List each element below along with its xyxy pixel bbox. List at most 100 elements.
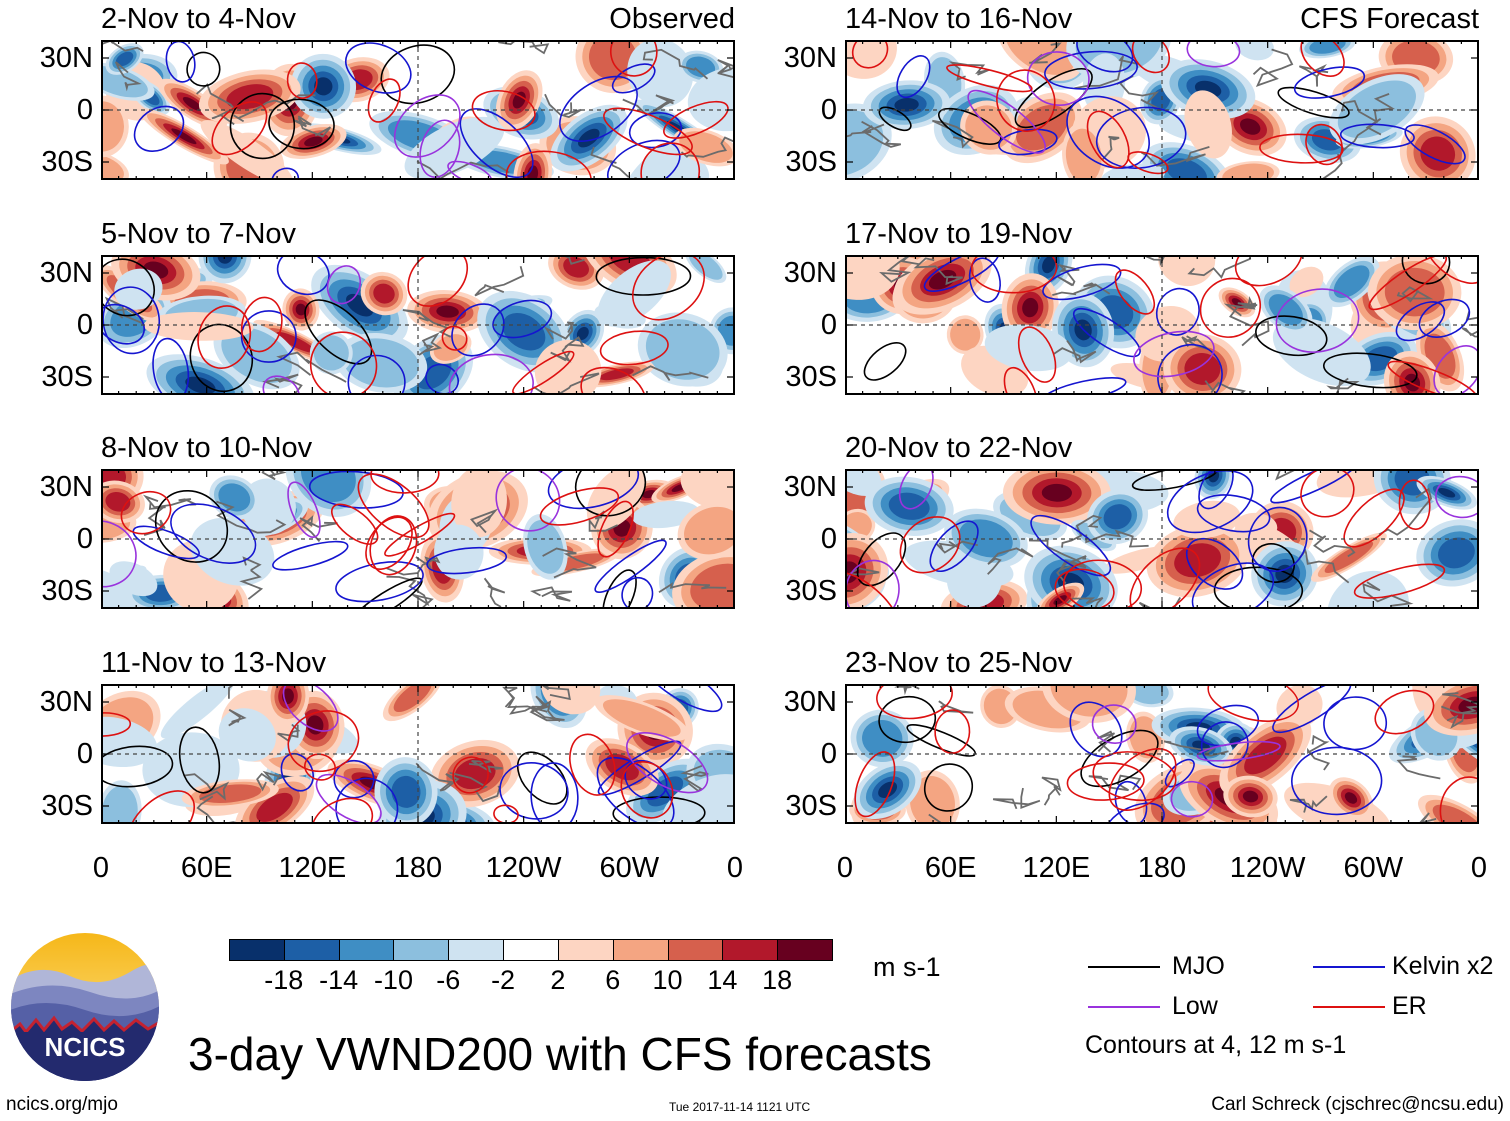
wave-contour [923, 763, 974, 812]
anomaly-shade [182, 96, 203, 112]
coastline [386, 575, 434, 609]
coastline [542, 547, 597, 579]
y-tick-label: 0 [76, 738, 93, 770]
wave-contour [640, 142, 701, 180]
wave-contour [1066, 762, 1145, 801]
anomaly-shade [684, 506, 735, 555]
anomaly-shade [1324, 541, 1374, 573]
y-tick-label: 30N [783, 471, 837, 503]
y-tick-label: 30N [783, 686, 837, 718]
wave-contour [923, 255, 1000, 292]
x-tick-label: 180 [393, 852, 443, 884]
coastline [1088, 774, 1142, 792]
anomaly-shade [928, 269, 957, 290]
wave-contour [240, 310, 297, 363]
colorbar-swatch [777, 939, 833, 961]
wave-contour [1293, 66, 1366, 99]
y-tick-label: 30N [39, 686, 93, 718]
anomaly-shade [950, 318, 981, 351]
wave-contour [1131, 40, 1171, 74]
wave-contour [447, 160, 493, 180]
wave-contour [229, 92, 296, 160]
colorbar-swatch [338, 939, 395, 961]
wave-contour [1305, 123, 1343, 166]
wave-contour [407, 255, 469, 307]
coastline [299, 515, 338, 543]
anomaly-shade [1242, 790, 1259, 803]
panel-title: 17-Nov to 19-Nov [845, 218, 1073, 250]
coastline [1140, 146, 1210, 167]
wave-contour [441, 325, 468, 351]
coastline [261, 469, 287, 481]
colorbar-swatch [557, 939, 614, 961]
coastline [845, 567, 880, 579]
panel-title: 8-Nov to 10-Nov [101, 432, 313, 464]
wave-contour [1277, 86, 1350, 119]
wave-contour [335, 561, 424, 603]
wave-contour [609, 40, 658, 77]
coastline [1362, 581, 1414, 607]
anomaly-shade [576, 326, 589, 341]
wave-contour [1213, 566, 1304, 609]
wave-contour [186, 51, 221, 87]
coastline [386, 556, 441, 576]
wave-contour [170, 503, 257, 564]
coastline [632, 365, 709, 382]
colorbar-swatch [229, 939, 285, 961]
anomaly-shade [373, 283, 395, 304]
coastline [1298, 64, 1329, 87]
wave-contour [1086, 110, 1130, 169]
wave-contour [1343, 488, 1405, 548]
wave-contour [851, 40, 889, 69]
wave-contour [595, 256, 692, 296]
wave-contour [1076, 40, 1134, 73]
wave-contour [620, 761, 674, 819]
legend-line [1088, 966, 1160, 968]
coastline [861, 120, 902, 148]
wave-contour [1092, 751, 1177, 802]
anomaly-shade [434, 524, 484, 580]
source-url[interactable]: ncics.org/mjo [6, 1094, 118, 1115]
coastline [1181, 335, 1209, 351]
wave-contour [1014, 68, 1093, 129]
wave-contour [594, 539, 667, 594]
coastline [142, 494, 197, 509]
y-tick-label: 0 [76, 309, 93, 341]
wave-contour [1185, 537, 1244, 590]
y-tick-label: 30N [39, 257, 93, 289]
anomaly-shade [1022, 297, 1039, 318]
wave-contour [1374, 689, 1435, 735]
coastline [1053, 339, 1097, 364]
wave-contour [929, 520, 979, 572]
colorbar-label: 18 [762, 965, 793, 995]
anomaly-shade [115, 51, 134, 67]
wave-contour [854, 751, 896, 818]
anomaly-shade [1157, 255, 1216, 287]
wave-contour [946, 64, 1033, 93]
coastline [262, 373, 303, 395]
anomaly-shade [1184, 90, 1232, 159]
anomaly-shade [512, 91, 526, 109]
coastline [530, 586, 573, 602]
wave-contour [539, 487, 620, 526]
colorbar-swatch [612, 939, 669, 961]
anomaly-shade [1275, 564, 1295, 584]
coastline [1041, 776, 1062, 806]
coastline [402, 309, 452, 338]
anomaly-shade [1222, 163, 1274, 180]
x-tick-label: 0 [1470, 852, 1488, 884]
anomaly-shade [527, 520, 564, 574]
anomaly-shade [1344, 792, 1358, 804]
wave-contour [1164, 758, 1195, 788]
wave-contour [569, 733, 616, 796]
panel-title: 2-Nov to 4-Nov [101, 3, 297, 35]
coastline [559, 255, 585, 265]
wave-contour [1104, 802, 1165, 824]
wave-contour [492, 299, 553, 339]
wave-contour [101, 258, 155, 317]
anomaly-shade [1438, 488, 1456, 498]
colorbar-label: -14 [319, 965, 359, 995]
colorbar-swatch [283, 939, 340, 961]
coastline [1061, 514, 1103, 548]
wave-contour [896, 55, 931, 99]
